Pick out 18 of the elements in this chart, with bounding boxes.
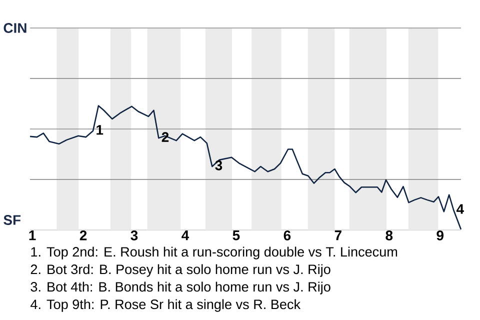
x-tick-label: 2 xyxy=(80,230,87,240)
x-tick-label: 4 xyxy=(182,230,190,240)
text: 4. Top 9th: P. Rose Sr hit a single vs R. Beck xyxy=(30,299,301,312)
x-tick-label: 8 xyxy=(386,230,393,240)
x-tick-label: 9 xyxy=(436,230,444,240)
text: 1. Top 2nd: E. Roush hit a run-scoring double vs T. Lincecum xyxy=(31,246,398,260)
annotation: 3 xyxy=(215,160,222,170)
x-tick-label: 5 xyxy=(232,230,240,240)
text: CIN xyxy=(4,23,26,33)
x-tick-label: 7 xyxy=(334,230,342,240)
text: 2. Bot 3rd: B. Posey hit a solo home run vs J. Rijo xyxy=(30,264,330,277)
x-tick-label: 6 xyxy=(284,230,291,240)
x-tick-label: 1 xyxy=(29,230,36,240)
text: 3. Bot 4th: B. Bonds hit a solo home run vs J. Rijo xyxy=(30,282,330,294)
text: SF xyxy=(4,215,21,225)
x-tick-label: 3 xyxy=(130,230,138,240)
annotation: 4 xyxy=(456,204,464,214)
annotation: 1 xyxy=(96,125,104,135)
